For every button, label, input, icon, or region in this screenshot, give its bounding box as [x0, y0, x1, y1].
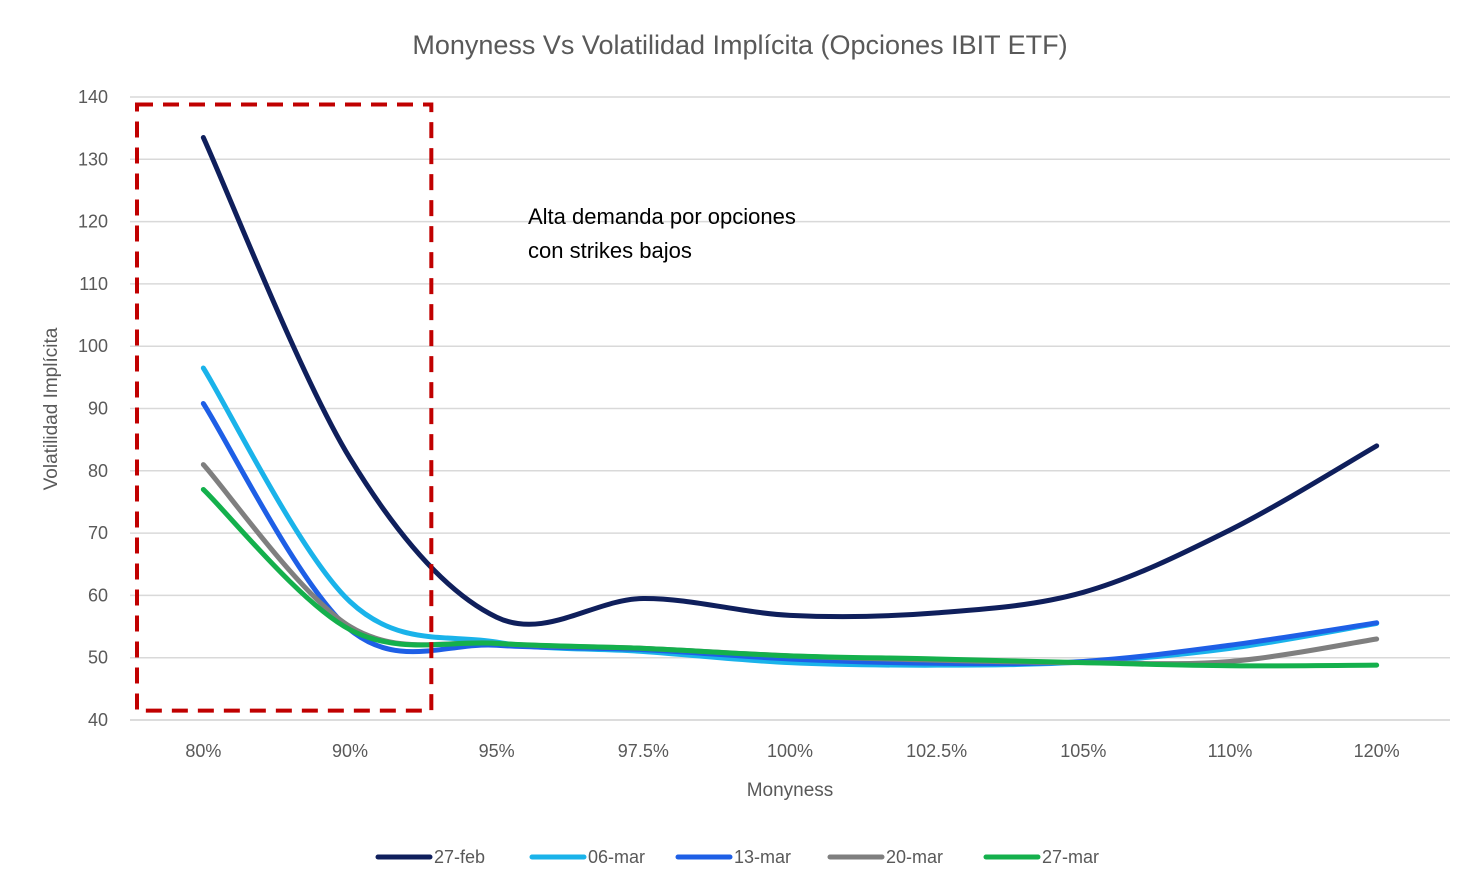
y-tick-label: 130: [78, 149, 108, 169]
x-tick-label: 105%: [1060, 741, 1106, 761]
annotation-line-2: con strikes bajos: [528, 238, 692, 263]
y-tick-label: 140: [78, 87, 108, 107]
gridlines: [130, 96, 1450, 659]
y-axis-label: Volatilidad Implícita: [41, 327, 62, 490]
series-line-27-mar: [200, 486, 1380, 669]
series-line-27-feb: [200, 134, 1380, 627]
x-tick-label: 90%: [332, 741, 368, 761]
x-tick-label: 80%: [185, 741, 221, 761]
y-tick-label: 50: [88, 648, 108, 668]
legend-label-13-mar: 13-mar: [734, 847, 791, 867]
y-tick-label: 90: [88, 399, 108, 419]
y-tick-label: 100: [78, 336, 108, 356]
legend: 27-feb 06-mar 13-mar 20-mar 27-mar: [375, 847, 1099, 867]
legend-label-27-feb: 27-feb: [434, 847, 485, 867]
y-tick-label: 60: [88, 585, 108, 605]
x-tick-label: 100%: [767, 741, 813, 761]
x-tick-label: 97.5%: [618, 741, 669, 761]
series-lines: [200, 134, 1380, 669]
legend-label-20-mar: 20-mar: [886, 847, 943, 867]
series-line-20-mar: [200, 462, 1380, 667]
y-tick-label: 40: [88, 710, 108, 730]
legend-label-06-mar: 06-mar: [588, 847, 645, 867]
y-tick-label: 70: [88, 523, 108, 543]
x-tick-label: 120%: [1354, 741, 1400, 761]
x-tick-label: 110%: [1208, 741, 1253, 761]
highlight-box: [135, 102, 434, 713]
annotation-text: Alta demanda por opciones con strikes ba…: [528, 204, 802, 263]
legend-label-27-mar: 27-mar: [1042, 847, 1099, 867]
y-tick-labels: 40 50 60 70 80 90 100 110 120 130 140: [78, 87, 108, 730]
x-tick-label: 102.5%: [906, 741, 967, 761]
y-tick-label: 80: [88, 461, 108, 481]
x-axis-label: Monyness: [747, 780, 834, 801]
annotation-line-1: Alta demanda por opciones: [528, 204, 796, 229]
y-tick-label: 120: [78, 212, 108, 232]
series-line-06-mar: [200, 365, 1380, 668]
y-tick-label: 110: [79, 274, 108, 294]
x-tick-label: 95%: [479, 741, 515, 761]
x-tick-labels: 80% 90% 95% 97.5% 100% 102.5% 105% 110% 120%: [185, 741, 1399, 761]
chart-title: Monyness Vs Volatilidad Implícita (Opcio…: [412, 30, 1067, 60]
